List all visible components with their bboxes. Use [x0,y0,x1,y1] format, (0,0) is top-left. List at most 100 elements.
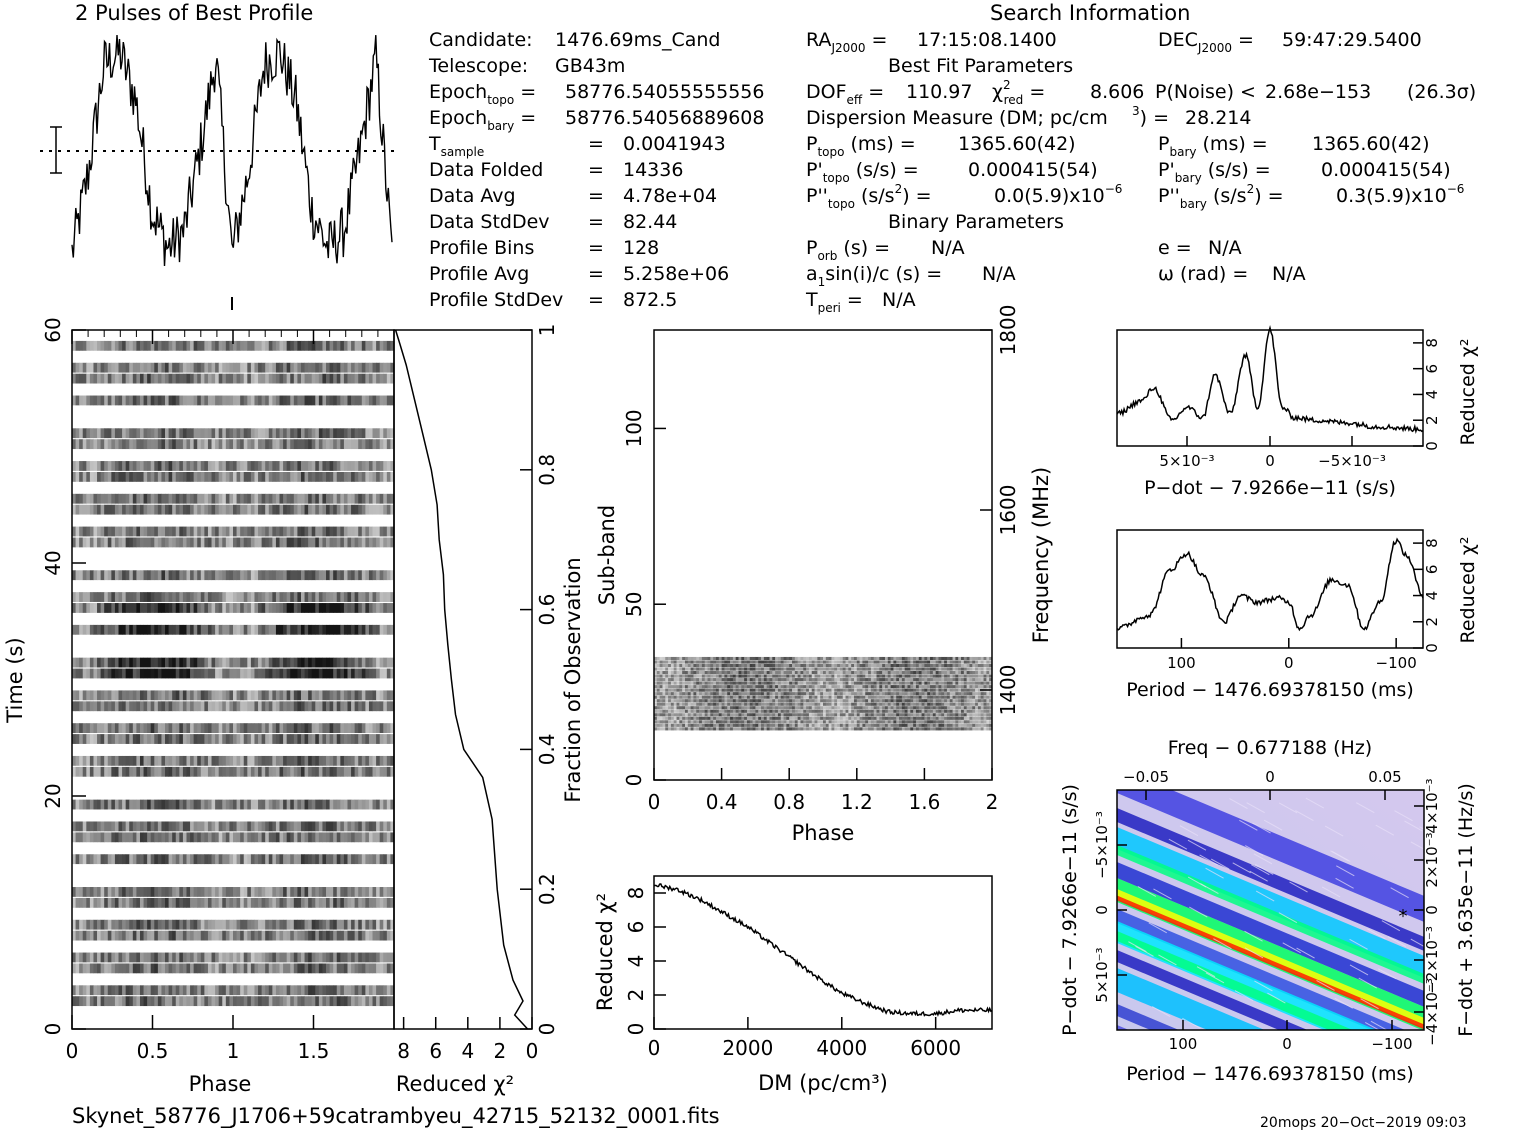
time-phase-cell [132,493,137,504]
subband-cell [690,702,694,706]
time-phase-cell [200,537,205,548]
time-phase-cell [383,854,388,865]
subband-cell [721,685,725,689]
time-phase-cell [286,996,291,1007]
time-phase-cell [304,340,309,351]
time-phase-cell [200,504,205,515]
time-phase-cell [329,603,334,613]
subband-cell [930,685,934,689]
subband-cell [932,716,936,720]
subband-cell [656,699,660,703]
time-phase-cell [122,395,127,406]
time-phase-cell [225,985,230,996]
time-phase-cell [229,340,234,351]
time-phase-cell [261,668,266,679]
time-phase-cell [86,668,91,679]
time-phase-cell [222,439,227,450]
time-phase-cell [340,493,345,504]
subband-cell [949,699,953,703]
subband-cell [868,699,872,703]
time-phase-cell [383,701,388,712]
subband-cell [915,723,920,727]
time-phase-cell [376,723,381,734]
subband-cell [904,716,908,720]
time-phase-cell [315,952,320,963]
subband-cell [935,695,939,699]
dof-value: 110.97 [906,81,972,103]
subband-cell [884,688,889,692]
time-phase-cell [315,996,320,1007]
subband-cell [958,688,962,692]
time-phase-cell [272,755,277,766]
subband-cell [718,692,722,696]
reduced-chi2-time-xtick-label: 2 [494,1039,507,1063]
subband-cell [668,688,672,692]
time-phase-cell [172,930,177,941]
subband-cell [958,723,962,727]
time-phase-cell [125,526,130,537]
time-phase-cell [347,395,352,406]
subband-cell [958,720,962,724]
time-phase-cell [168,373,173,384]
subband-cell [749,727,753,731]
time-phase-cell [107,439,112,450]
subband-cell [654,685,658,689]
time-phase-cell [207,592,212,602]
reduced-chi2-time-xlabel: Reduced χ² [396,1072,514,1096]
time-phase-cell [122,766,127,777]
time-phase-cell [215,897,220,908]
subband-cell [755,699,759,703]
time-phase-cell [336,996,341,1007]
subband-cell [786,706,790,710]
time-phase-cell [139,766,144,777]
time-phase-cell [122,734,127,744]
time-phase-cell [111,624,116,635]
subband-cell [980,716,984,720]
time-phase-cell [275,624,280,635]
time-phase-cell [290,701,295,712]
subband-cell [676,716,680,720]
time-phase-cell [225,526,230,537]
time-phase-cell [165,624,169,635]
info-row-value: 82.44 [623,211,677,233]
time-phase-cell [175,362,180,373]
time-phase-cell [275,395,280,406]
subband-cell [873,702,877,706]
subband-cell [913,723,917,727]
time-phase-cell [283,570,288,581]
time-phase-cell [368,952,373,963]
time-phase-cell [283,963,288,974]
time-phase-cell [125,930,130,941]
time-phase-cell [258,439,263,450]
time-phase-cell [86,395,91,406]
time-phase-cell [182,734,187,744]
time-phase-cell [329,952,334,963]
subband-cell [899,699,903,703]
time-phase-cell [376,439,381,450]
time-phase-cell [89,603,94,613]
time-phase-cell [150,340,155,351]
time-phase-cell [200,701,205,712]
subband-cell [949,692,953,696]
subband-cell [907,706,911,710]
subband-cell [696,685,700,689]
time-phase-cell [315,395,320,406]
time-phase-cell [157,897,162,908]
subband-cell [893,692,897,696]
subband-cell [983,716,987,720]
time-phase-cell [347,471,352,482]
time-phase-cell [340,755,345,766]
subband-cell [921,716,925,720]
time-phase-cell [104,766,109,777]
time-phase-cell [268,854,273,865]
time-phase-cell [322,897,327,908]
subband-cell [718,699,722,703]
time-phase-cell [89,854,94,865]
time-phase-cell [243,985,248,996]
time-phase-cell [318,854,323,865]
subband-cell [913,720,917,724]
subband-cell [975,709,979,713]
time-phase-cell [154,657,159,668]
subband-cell [730,706,734,710]
time-phase-cell [111,526,116,537]
